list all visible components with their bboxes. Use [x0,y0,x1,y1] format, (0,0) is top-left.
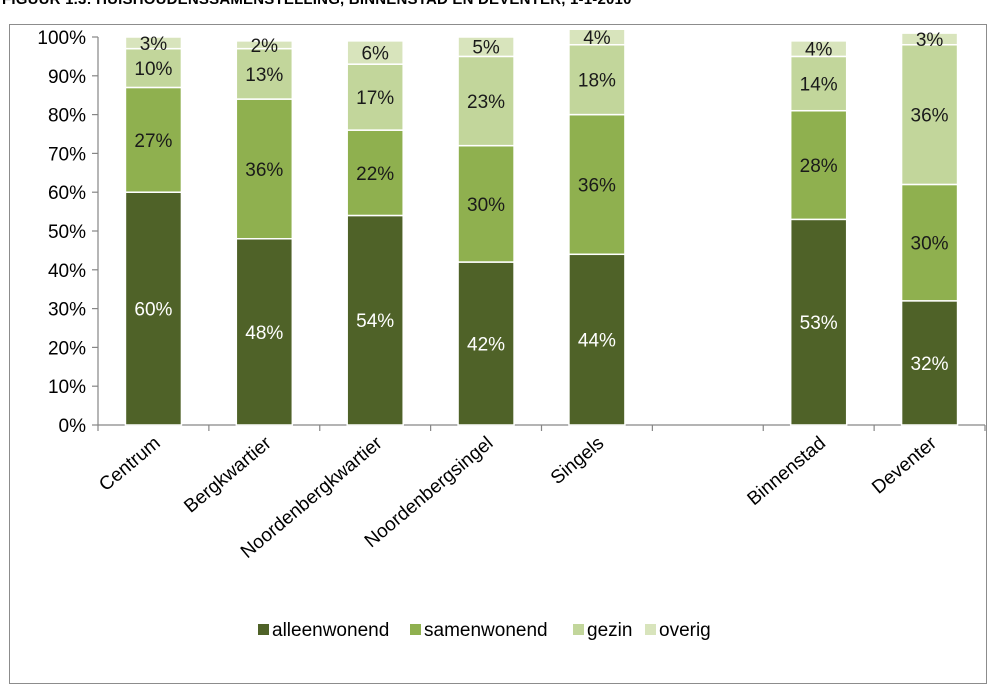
stacked-bar-chart: 0% 10% 20% 30% 40% 50% 60% 70% 80% 90% 100% 60% 27%… [37,28,986,641]
data-label-gezin: 17% [356,88,394,109]
data-label-gezin: 36% [911,106,949,127]
chart-axes: 0% 10% 20% 30% 40% 50% 60% 70% 80% 90% 100% [37,28,986,437]
x-category-label: Binnenstad [744,433,830,510]
bar-segment-samenwonend [235,98,294,240]
bar-segment-overig [457,36,515,58]
data-label-alleenwonend: 48% [245,323,283,344]
data-label-gezin: 14% [800,75,838,96]
data-label-alleenwonend: 54% [356,311,394,332]
y-tick-label: 90% [48,67,86,88]
bar-segment-alleenwonend [568,253,626,426]
bar-segment-gezin [346,63,404,131]
data-label-overig: 5% [472,38,500,59]
data-label-alleenwonend: 60% [134,300,172,321]
data-label-samenwonend: 36% [578,175,616,196]
bar-segment-overig [789,40,848,58]
data-label-gezin: 23% [467,92,505,113]
chart-legend: alleenwonend samenwonend gezin overig [258,620,711,641]
data-label-overig: 3% [916,30,944,51]
y-tick-label: 60% [48,183,86,204]
data-label-samenwonend: 27% [134,131,172,152]
data-label-samenwonend: 28% [800,156,838,177]
chart-bars [124,28,959,426]
bar-segment-overig [124,36,183,50]
x-category-label: Deventer [868,432,941,498]
bar-segment-alleenwonend [124,191,183,426]
data-label-gezin: 13% [245,65,283,86]
data-label-alleenwonend: 42% [467,335,505,356]
bar-segment-overig [235,40,294,50]
y-tick-label: 70% [48,144,86,165]
chart-value-labels: 60% 27% 10% 3% 48% 36% 13% 2% 54% 22% 17% 6% 42% 30% 2… [134,28,948,375]
y-tick-label: 50% [48,222,86,243]
bar-segment-samenwonend [789,109,848,221]
bar-segment-samenwonend [457,144,515,263]
bar-segment-overig [900,32,959,46]
data-label-alleenwonend: 32% [911,354,949,375]
data-label-samenwonend: 30% [467,195,505,216]
y-tick-label: 40% [48,261,86,282]
x-category-label: Centrum [95,433,164,496]
bar-segment-samenwonend [124,86,183,193]
legend-swatch-gezin [573,624,584,635]
data-label-overig: 6% [361,44,389,65]
legend-label-alleenwonend: alleenwonend [272,620,389,641]
bar-segment-samenwonend [568,113,626,256]
y-tick-label: 30% [48,300,86,321]
data-label-gezin: 18% [578,71,616,92]
bar-segment-overig [568,28,626,46]
bar-segment-alleenwonend [457,261,515,426]
data-label-alleenwonend: 44% [578,331,616,352]
bar-segment-samenwonend [900,183,959,302]
bar-segment-gezin [235,47,294,100]
data-label-overig: 4% [805,40,833,61]
figure-title: FIGUUR 1.3: HUISHOUDENSSAMENSTELLING, BI… [2,0,632,8]
x-category-label: Singels [547,433,608,489]
data-label-samenwonend: 30% [911,234,949,255]
bar-segment-overig [346,40,404,65]
y-tick-label: 80% [48,106,86,127]
bar-segment-gezin [900,44,959,186]
bar-segment-samenwonend [346,129,404,217]
data-label-overig: 4% [583,28,611,49]
data-label-alleenwonend: 53% [800,313,838,334]
legend-label-samenwonend: samenwonend [424,620,548,641]
y-tick-label: 0% [59,416,87,437]
bar-segment-alleenwonend [235,238,294,426]
x-category-label: Bergkwartier [180,432,276,517]
legend-swatch-samenwonend [410,624,421,635]
data-label-overig: 3% [140,34,168,55]
legend-label-overig: overig [659,620,711,641]
data-label-overig: 2% [251,36,279,57]
data-label-samenwonend: 36% [245,160,283,181]
data-label-samenwonend: 22% [356,164,394,185]
chart-category-labels: Centrum BergkwartierNoordenbergkwartierNo… [95,432,941,563]
legend-swatch-alleenwonend [258,624,269,635]
legend-label-gezin: gezin [587,620,632,641]
legend-swatch-overig [645,624,656,635]
bar-segment-alleenwonend [789,218,848,426]
data-label-gezin: 10% [134,59,172,80]
y-tick-label: 100% [37,28,86,49]
y-tick-label: 10% [48,377,86,398]
bar-segment-gezin [789,55,848,112]
y-tick-label: 20% [48,338,86,359]
bar-segment-gezin [568,44,626,116]
bar-segment-alleenwonend [346,214,404,426]
